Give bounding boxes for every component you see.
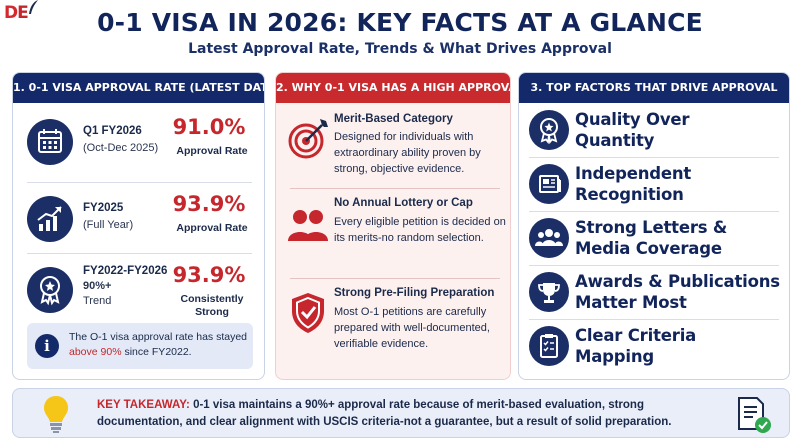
factor-letters-media: Strong Letters & Media Coverage [529, 215, 783, 263]
divider [529, 157, 779, 158]
factor-line1: Independent [575, 164, 692, 183]
stat-label: Q1 FY2026 [83, 125, 142, 137]
stat-sub: (Full Year) [83, 219, 134, 231]
factor-awards: Awards & Publications Matter Most [529, 269, 783, 317]
panel-heading: 3. TOP FACTORS THAT DRIVE APPROVAL [519, 73, 789, 103]
factor-text: Clear Criteria Mapping [575, 325, 785, 367]
approval-note: i The O-1 visa approval rate has stayed … [27, 323, 253, 369]
divider [27, 182, 252, 183]
medal-icon [529, 110, 569, 150]
divider [290, 278, 500, 279]
award-badge-icon [27, 267, 73, 313]
calendar-icon [27, 119, 73, 165]
shield-check-icon [292, 293, 324, 333]
factor-line2: Mapping [575, 347, 654, 366]
factor-criteria-mapping: Clear Criteria Mapping [529, 323, 783, 371]
checklist-icon [529, 326, 569, 366]
stat-value: 91.0% [172, 115, 246, 139]
takeaway-body: 0-1 visa maintains a 90%+ approval rate … [97, 399, 672, 428]
factor-line1: Awards & Publications [575, 272, 780, 291]
stat-label: FY2025 [83, 202, 124, 214]
factor-recognition: Independent Recognition [529, 161, 783, 209]
factor-line1: Clear Criteria [575, 326, 697, 345]
stat-label: FY2022-FY2026 [83, 265, 168, 277]
growth-chart-icon [27, 196, 73, 242]
factor-line2: Matter Most [575, 293, 687, 312]
group-icon [529, 218, 569, 258]
factor-quality: Quality Over Quantity [529, 107, 783, 155]
why-title: No Annual Lottery or Cap [334, 197, 473, 209]
factor-line2: Recognition [575, 185, 684, 204]
takeaway-key: KEY TAKEAWAY: [97, 399, 190, 411]
page-title: 0-1 VISA IN 2026: KEY FACTS AT A GLANCE [97, 8, 703, 37]
document-check-icon [738, 397, 771, 433]
factor-line1: Quality Over [575, 110, 690, 129]
info-icon: i [35, 334, 59, 358]
newspaper-icon [529, 164, 569, 204]
stat-fy2025: FY2025 (Full Year) 93.9% Approval Rate [13, 186, 264, 256]
divider [27, 253, 252, 254]
approval-rate-panel: 1. 0-1 VISA APPROVAL RATE (LATEST DATA) … [12, 72, 265, 380]
people-icon [288, 210, 328, 241]
note-text-before: The O-1 visa approval rate has stayed [69, 331, 248, 343]
why-title: Merit-Based Category [334, 113, 453, 125]
panel-heading: 2. WHY 0-1 VISA HAS A HIGH APPROVAL RATE [276, 73, 510, 103]
why-body: Designed for individuals with extraordin… [334, 131, 481, 175]
trophy-icon [529, 272, 569, 312]
stat-fy2022-fy2026: FY2022-FY2026 90%+ Trend 93.9% Consisten… [13, 257, 264, 327]
stat-value: 93.9% [172, 192, 246, 216]
divider [529, 211, 779, 212]
stat-caption: Approval Rate [176, 222, 248, 234]
factor-text: Independent Recognition [575, 163, 785, 205]
factor-text: Strong Letters & Media Coverage [575, 217, 785, 259]
note-highlight: above 90% [69, 346, 122, 358]
stat-sub: 90%+ [83, 280, 112, 292]
quill-icon [29, 0, 38, 14]
takeaway-text: KEY TAKEAWAY: 0-1 visa maintains a 90%+ … [97, 397, 709, 431]
stat-caption: Approval Rate [176, 145, 248, 157]
note-text-after: since FY2022. [124, 346, 192, 358]
target-icon [288, 119, 328, 159]
logo-letter-e: E [17, 3, 29, 23]
divider [529, 265, 779, 266]
why-body: Most O-1 petitions are carefully prepare… [334, 306, 490, 350]
factor-line1: Strong Letters & [575, 218, 728, 237]
divider [290, 188, 500, 189]
factor-line2: Quantity [575, 131, 655, 150]
factor-text: Quality Over Quantity [575, 109, 785, 151]
lightbulb-icon [44, 396, 68, 433]
panel-heading: 1. 0-1 VISA APPROVAL RATE (LATEST DATA) [13, 73, 264, 103]
stat-value: 93.9% [172, 263, 246, 287]
key-takeaway-banner: KEY TAKEAWAY: 0-1 visa maintains a 90%+ … [12, 388, 790, 438]
factor-line2: Media Coverage [575, 239, 722, 258]
why-high-approval-panel: 2. WHY 0-1 VISA HAS A HIGH APPROVAL RATE… [275, 72, 511, 380]
factor-text: Awards & Publications Matter Most [575, 271, 785, 313]
stat-caption: Consistently [180, 293, 244, 305]
brand-logo: DE [4, 0, 38, 24]
divider [529, 319, 779, 320]
stat-sub: (Oct-Dec 2025) [83, 142, 159, 154]
stat-q1-fy2026: Q1 FY2026 (Oct-Dec 2025) 91.0% Approval … [13, 109, 264, 179]
note-text: The O-1 visa approval rate has stayed ab… [69, 330, 251, 360]
page-subtitle: Latest Approval Rate, Trends & What Driv… [188, 41, 612, 57]
stat-sub-trend: Trend [83, 295, 112, 307]
why-title: Strong Pre-Filing Preparation [334, 287, 495, 299]
logo-letter-d: D [4, 3, 18, 23]
stat-caption-2: Strong [195, 306, 229, 318]
top-factors-panel: 3. TOP FACTORS THAT DRIVE APPROVAL Quali… [518, 72, 790, 380]
why-body: Every eligible petition is decided on it… [334, 216, 506, 244]
